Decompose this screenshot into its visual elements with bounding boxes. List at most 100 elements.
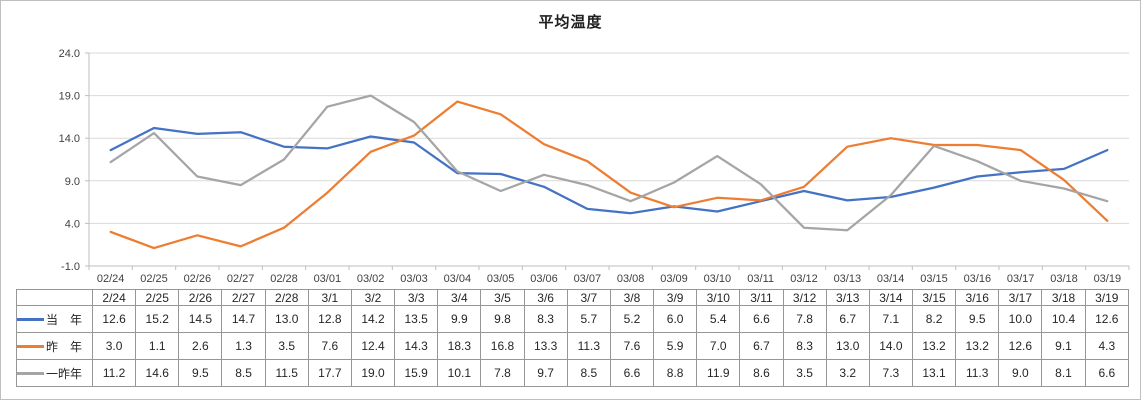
value-cell-two-years-ago: 10.1 — [437, 359, 482, 387]
y-axis-label: 4.0 — [65, 218, 80, 230]
value-cell-two-years-ago: 9.0 — [998, 359, 1043, 387]
date-header-cell: 3/16 — [955, 289, 1000, 306]
value-cell-current-year: 10.0 — [998, 305, 1043, 333]
value-cell-last-year: 1.1 — [135, 332, 180, 360]
value-cell-two-years-ago: 17.7 — [307, 359, 352, 387]
date-header-cell: 2/26 — [178, 289, 223, 306]
value-cell-two-years-ago: 11.3 — [955, 359, 1000, 387]
date-header-cell: 3/10 — [696, 289, 741, 306]
value-cell-current-year: 6.6 — [739, 305, 784, 333]
x-axis-label: 02/26 — [184, 273, 212, 285]
value-cell-two-years-ago: 9.7 — [523, 359, 568, 387]
date-header-cell: 3/1 — [307, 289, 352, 306]
value-cell-current-year: 6.7 — [825, 305, 870, 333]
legend-item-current-year: 当 年 — [16, 305, 93, 333]
table-row-two-years-ago: 一昨年 11.2 14.6 9.5 8.5 11.5 17.7 19.0 15.9 10.1 7.8… — [16, 359, 1130, 387]
value-cell-last-year: 14.0 — [868, 332, 913, 360]
value-cell-last-year: 8.3 — [782, 332, 827, 360]
series-line-current-year — [109, 126, 1109, 215]
chart-title: 平均温度 — [538, 14, 603, 31]
legend-label-two-years-ago: 一昨年 — [46, 366, 83, 381]
x-axis-label: 03/10 — [704, 273, 732, 285]
value-cell-last-year: 14.3 — [394, 332, 439, 360]
x-axis-label: 02/24 — [97, 273, 125, 285]
value-cell-current-year: 12.6 — [1084, 305, 1130, 333]
value-cell-last-year: 5.9 — [653, 332, 698, 360]
x-axis-label: 03/05 — [487, 273, 515, 285]
series-line-two-years-ago — [109, 94, 1109, 232]
x-axis-label: 03/18 — [1050, 273, 1078, 285]
value-cell-last-year: 13.3 — [523, 332, 568, 360]
series-line-last-year — [109, 100, 1109, 250]
x-axis-label: 02/27 — [227, 273, 255, 285]
date-header-cell: 3/12 — [782, 289, 827, 306]
value-cell-current-year: 8.2 — [911, 305, 957, 333]
value-cell-last-year: 7.6 — [609, 332, 655, 360]
value-cell-current-year: 7.1 — [868, 305, 913, 333]
value-cell-current-year: 7.8 — [782, 305, 827, 333]
value-cell-two-years-ago: 8.6 — [739, 359, 784, 387]
x-axis-label: 03/13 — [834, 273, 862, 285]
x-axis-label: 03/04 — [444, 273, 472, 285]
value-cell-two-years-ago: 8.5 — [566, 359, 611, 387]
x-axis-label: 03/03 — [400, 273, 428, 285]
legend-line-swatch-current-year — [17, 317, 44, 321]
value-cell-two-years-ago: 14.6 — [135, 359, 180, 387]
date-header-cell: 3/19 — [1084, 289, 1130, 306]
date-header-cell: 3/8 — [609, 289, 655, 306]
value-cell-current-year: 5.4 — [696, 305, 741, 333]
table-row-last-year: 昨 年 3.0 1.1 2.6 1.3 3.5 7.6 12.4 14.3 18.3 16.8 13.… — [16, 332, 1130, 360]
value-cell-last-year: 11.3 — [566, 332, 611, 360]
x-axis-label: 03/07 — [574, 273, 602, 285]
legend-line-swatch-last-year — [17, 344, 44, 348]
date-header-cell: 3/14 — [868, 289, 913, 306]
x-axis-label: 03/19 — [1094, 273, 1122, 285]
x-axis-label: 03/12 — [790, 273, 818, 285]
value-cell-two-years-ago: 19.0 — [350, 359, 396, 387]
x-axis-label: 03/09 — [660, 273, 688, 285]
y-axis-label: 19.0 — [59, 91, 80, 103]
x-axis-label: 02/28 — [270, 273, 298, 285]
value-cell-last-year: 12.6 — [998, 332, 1043, 360]
date-header-cell: 3/18 — [1041, 289, 1086, 306]
value-cell-two-years-ago: 6.6 — [609, 359, 655, 387]
value-cell-last-year: 1.3 — [221, 332, 266, 360]
value-cell-two-years-ago: 15.9 — [394, 359, 439, 387]
y-axis-label: 14.0 — [59, 133, 80, 145]
value-cell-last-year: 3.5 — [264, 332, 309, 360]
date-header-cell: 2/28 — [264, 289, 309, 306]
value-cell-current-year: 15.2 — [135, 305, 180, 333]
x-axis-label: 03/01 — [314, 273, 342, 285]
value-cell-two-years-ago: 11.5 — [264, 359, 309, 387]
value-cell-current-year: 14.7 — [221, 305, 266, 333]
x-axis-label: 03/08 — [617, 273, 645, 285]
value-cell-current-year: 13.0 — [264, 305, 309, 333]
legend-label-current-year: 当 年 — [46, 312, 83, 327]
legend-line-swatch-two-years-ago — [17, 371, 44, 375]
value-cell-current-year: 6.0 — [653, 305, 698, 333]
y-axis-label: -1.0 — [61, 261, 80, 273]
value-cell-two-years-ago: 8.1 — [1041, 359, 1086, 387]
date-header-cell: 3/3 — [394, 289, 439, 306]
value-cell-current-year: 9.9 — [437, 305, 482, 333]
value-cell-last-year: 13.2 — [911, 332, 957, 360]
value-cell-current-year: 13.5 — [394, 305, 439, 333]
value-cell-last-year: 6.7 — [739, 332, 784, 360]
x-axis-label: 03/15 — [920, 273, 948, 285]
x-axis-label: 03/16 — [964, 273, 992, 285]
value-cell-current-year: 5.7 — [566, 305, 611, 333]
value-cell-two-years-ago: 9.5 — [178, 359, 223, 387]
x-axis-label: 03/06 — [530, 273, 558, 285]
value-cell-two-years-ago: 8.8 — [653, 359, 698, 387]
date-header-cell: 3/5 — [480, 289, 525, 306]
legend-label-last-year: 昨 年 — [46, 339, 83, 354]
x-axis-label: 03/14 — [877, 273, 905, 285]
value-cell-last-year: 16.8 — [480, 332, 525, 360]
date-header-cell: 3/13 — [825, 289, 870, 306]
date-header-cell: 3/4 — [437, 289, 482, 306]
date-header-cell: 3/7 — [566, 289, 611, 306]
value-cell-two-years-ago: 7.8 — [480, 359, 525, 387]
value-cell-two-years-ago: 6.6 — [1084, 359, 1130, 387]
value-cell-last-year: 18.3 — [437, 332, 482, 360]
